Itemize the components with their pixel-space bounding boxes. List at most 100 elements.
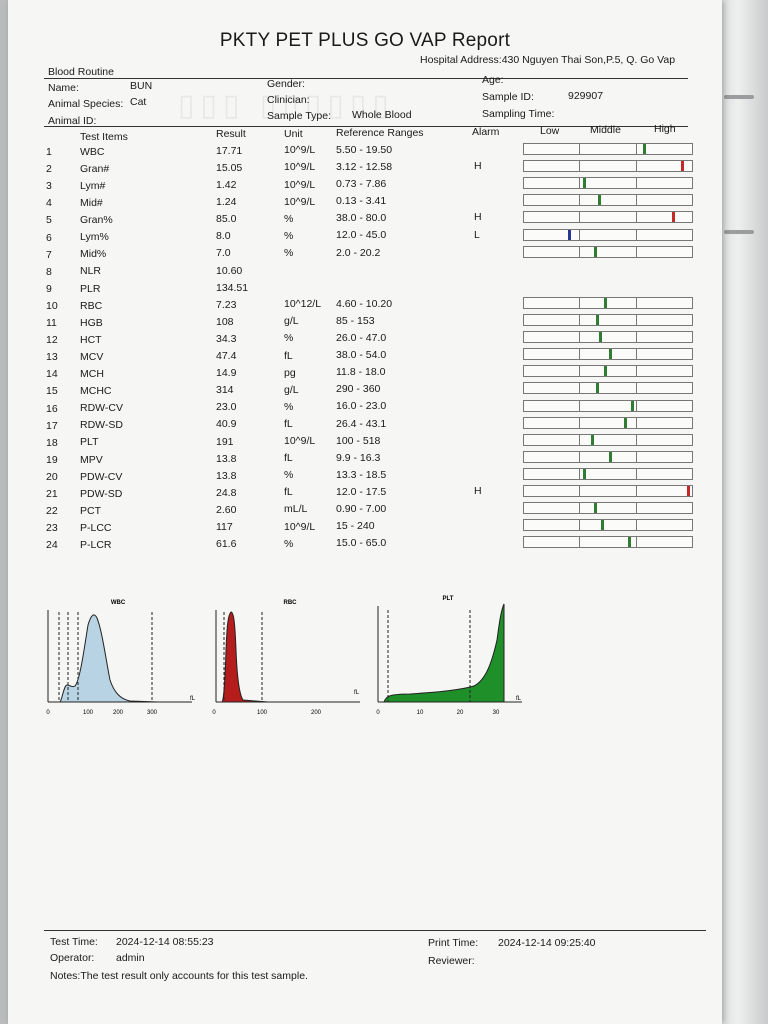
histogram-rbc-unit: fL [354, 690, 360, 696]
cell-unit: 10^9/L [284, 144, 316, 157]
cell-ref: 9.9 - 16.3 [336, 451, 381, 464]
range-gauge [523, 211, 693, 224]
histogram-wbc-title: WBC [111, 600, 126, 606]
cell-no: 10 [46, 299, 58, 312]
test-time-label: Test Time: [50, 936, 98, 948]
cell-item: NLR [80, 265, 102, 278]
cell-item: MCHC [80, 385, 112, 398]
histogram-wbc-tick: 0 [46, 710, 50, 716]
name-value: BUN [130, 80, 153, 92]
sample-id-value: 929907 [568, 90, 604, 102]
cell-no: 13 [46, 351, 58, 364]
cell-item: Mid# [80, 197, 103, 210]
sampling-time-label: Sampling Time: [482, 108, 555, 120]
species-label: Animal Species: [48, 98, 124, 110]
range-gauge [523, 194, 693, 207]
header-middle: Middle [590, 124, 621, 136]
histogram-plt: PLT fL 0 10 20 30 [370, 590, 530, 725]
operator-value: admin [116, 952, 145, 964]
cell-unit: fL [284, 486, 293, 499]
header-unit: Unit [284, 128, 303, 140]
cell-ref: 11.8 - 18.0 [336, 366, 386, 379]
cell-item: Lym# [80, 179, 106, 192]
cell-unit: fL [284, 452, 293, 465]
cell-result: 8.0 [216, 230, 231, 243]
cell-alarm: H [474, 485, 482, 497]
cell-alarm: H [474, 211, 482, 224]
cell-item: P-LCR [80, 539, 112, 552]
cell-unit: g/L [284, 383, 299, 396]
cell-no: 8 [46, 265, 52, 278]
notes: Notes:The test result only accounts for … [50, 970, 308, 982]
cell-unit: pg [284, 366, 296, 379]
cell-ref: 26.0 - 47.0 [336, 332, 387, 345]
cell-result: 134.51 [216, 281, 249, 294]
cell-result: 85.0 [216, 213, 237, 226]
cell-result: 13.8 [216, 452, 237, 465]
print-time-value: 2024-12-14 09:25:40 [498, 937, 596, 949]
cell-ref: 2.0 - 20.2 [336, 246, 381, 259]
gauge-marker [681, 161, 684, 172]
cell-ref: 100 - 518 [336, 434, 381, 447]
range-gauge [523, 485, 693, 497]
cell-no: 7 [46, 248, 52, 261]
cell-unit: fL [284, 417, 293, 430]
animal-id-label: Animal ID: [48, 115, 97, 127]
cell-ref: 0.90 - 7.00 [336, 503, 387, 516]
header-high: High [654, 123, 676, 135]
cell-result: 108 [216, 315, 234, 328]
gauge-marker [591, 434, 594, 445]
cell-no: 17 [46, 419, 58, 432]
print-time-label: Print Time: [428, 937, 479, 949]
binder-sheet-protector [718, 0, 768, 1024]
section-title: Blood Routine [48, 66, 114, 78]
cell-ref: 15.0 - 65.0 [336, 537, 387, 550]
range-gauge [523, 245, 693, 258]
range-gauge [523, 416, 693, 429]
gauge-marker [609, 349, 612, 360]
cell-result: 13.8 [216, 469, 237, 482]
cell-unit: 10^9/L [284, 195, 316, 208]
range-gauge [523, 365, 693, 378]
binder-hole [724, 230, 754, 234]
cell-item: WBC [80, 145, 105, 158]
histogram-plt-tick: 30 [493, 710, 500, 716]
footer-divider [44, 930, 706, 931]
cell-unit: % [284, 332, 294, 345]
sample-type-value: Whole Blood [352, 109, 412, 121]
range-gauge [523, 399, 693, 412]
cell-item: Gran% [80, 214, 113, 227]
gauge-marker [609, 451, 612, 462]
cell-ref: 15 - 240 [336, 520, 375, 533]
cell-unit: g/L [284, 315, 299, 328]
header-test-items: Test Items [80, 131, 128, 143]
cell-item: HGB [80, 316, 103, 329]
gauge-marker [599, 332, 602, 343]
cell-result: 61.6 [216, 538, 237, 551]
histogram-rbc-tick: 100 [257, 710, 268, 716]
cell-unit: mL/L [284, 503, 308, 516]
cell-no: 16 [46, 402, 58, 415]
operator-label: Operator: [50, 952, 95, 964]
cell-item: RDW-SD [80, 419, 123, 432]
cell-result: 40.9 [216, 418, 237, 431]
histogram-rbc-tick: 200 [311, 710, 322, 716]
cell-item: PCT [80, 504, 101, 517]
cell-result: 17.71 [216, 144, 243, 157]
cell-result: 314 [216, 384, 234, 397]
gauge-marker [604, 297, 607, 308]
range-gauge [523, 519, 693, 532]
cell-no: 1 [46, 146, 52, 158]
cell-ref: 12.0 - 17.5 [336, 485, 387, 498]
table-top-divider [44, 126, 688, 127]
range-gauge [523, 382, 693, 395]
cell-item: P-LCC [80, 521, 112, 534]
cell-no: 22 [46, 505, 58, 518]
range-gauge [523, 296, 693, 309]
reviewer-label: Reviewer: [428, 955, 475, 967]
histogram-rbc-tick: 0 [212, 710, 216, 716]
cell-unit: 10^9/L [284, 178, 316, 191]
gauge-marker [631, 400, 634, 411]
range-gauge [523, 348, 693, 361]
histogram-wbc-tick: 100 [83, 710, 94, 716]
